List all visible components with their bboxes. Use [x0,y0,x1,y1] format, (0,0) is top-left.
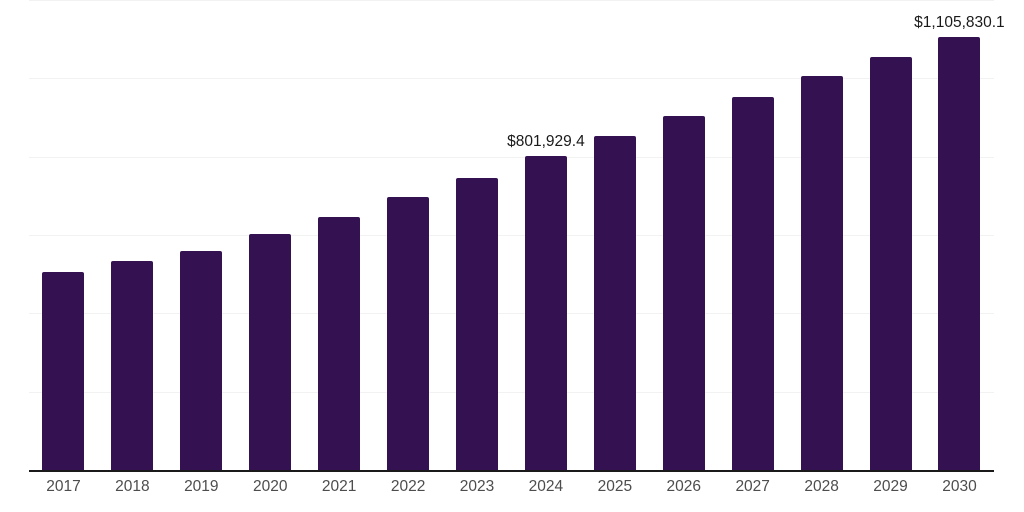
bar-2029 [869,57,912,470]
gridline [29,313,994,315]
bar-2030 [938,36,981,470]
bar-2018 [111,260,154,470]
bar-slot [649,0,718,470]
bar-slot [305,0,374,470]
bar-2024 [524,155,567,470]
bar-slot [856,0,925,470]
x-axis-label-2030: 2030 [942,478,977,495]
gridline [29,391,994,393]
gridlines [29,0,994,470]
plot-area: $801,929.4 $1,105,830.1 [29,0,1005,472]
bar-2022 [387,196,430,470]
data-label: $1,105,830.1 [914,13,1005,31]
bar-slot [29,0,98,470]
bar-slot: $801,929.4 [507,0,585,470]
gridline [29,0,994,1]
bar-2027 [731,96,774,470]
bar-2026 [662,115,705,470]
bar-slot [98,0,167,470]
bar-slot [443,0,512,470]
x-axis-label-2025: 2025 [597,478,633,495]
bar-slot [580,0,649,470]
gridline [29,78,994,80]
bar-slot [374,0,443,470]
bar-2020 [249,234,292,470]
data-label: $801,929.4 [507,132,585,150]
x-axis-label-2024: 2024 [528,478,564,495]
bar-2021 [318,216,361,470]
bar-2019 [180,251,223,470]
x-axis-label-2018: 2018 [115,478,150,495]
bar-slot [718,0,787,470]
bar-slot: $1,105,830.1 [914,0,1005,470]
bar-2028 [800,75,843,470]
bar-slot [167,0,236,470]
x-axis-label-2023: 2023 [459,478,495,495]
bar-slot [787,0,856,470]
x-axis-labels: 2017 2018 2019 2020 2021 2022 2023 2024 2025 2026… [29,478,994,496]
bar-2017 [42,271,85,470]
bar-2025 [593,135,636,470]
x-axis-label-2026: 2026 [666,478,701,495]
x-axis-label-2021: 2021 [321,478,357,495]
x-axis-label-2029: 2029 [873,478,908,495]
gridline [29,156,994,158]
x-axis-label-2020: 2020 [252,478,288,495]
gridline [29,235,994,236]
x-axis-label-2022: 2022 [390,478,426,495]
x-axis-label-2028: 2028 [804,478,839,495]
bar-2023 [455,178,498,470]
x-axis-label-2027: 2027 [735,478,770,495]
bar-slot [236,0,305,470]
x-axis-label-2019: 2019 [184,478,219,495]
x-axis-label-2017: 2017 [46,478,81,495]
bars: $801,929.4 $1,105,830.1 [29,0,1005,470]
